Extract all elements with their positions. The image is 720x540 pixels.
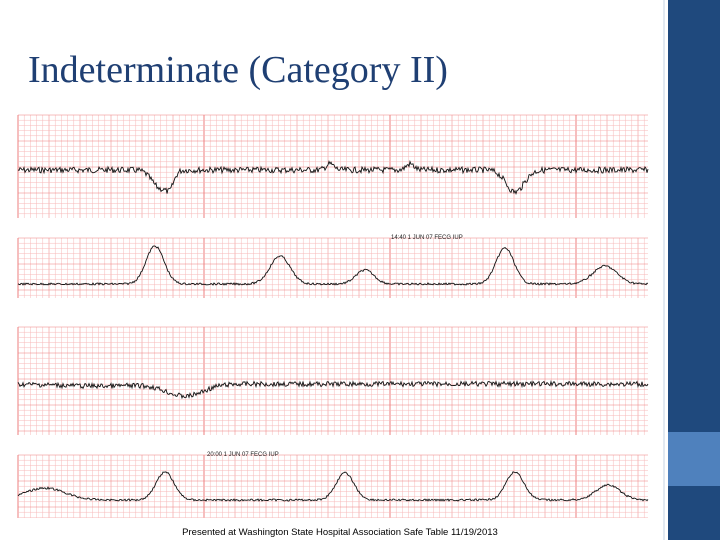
tracing <box>17 160 649 195</box>
grid-panel <box>18 238 648 298</box>
grid-panel <box>18 115 648 218</box>
strip-annotation: 20:00 1 JUN 07 FECG IUP <box>207 452 279 458</box>
grid-panel <box>18 327 648 435</box>
grid-panel <box>18 455 648 518</box>
slide-title: Indeterminate (Category II) <box>28 49 448 91</box>
side-accent <box>668 432 720 486</box>
tracing <box>17 245 649 286</box>
strip-annotation: 14:40 1 JUN 07 FECG IUP <box>391 235 463 241</box>
caption: Presented at Washington State Hospital A… <box>182 527 498 538</box>
tracing <box>17 471 649 502</box>
tracings <box>17 114 649 518</box>
tracing <box>17 379 649 400</box>
